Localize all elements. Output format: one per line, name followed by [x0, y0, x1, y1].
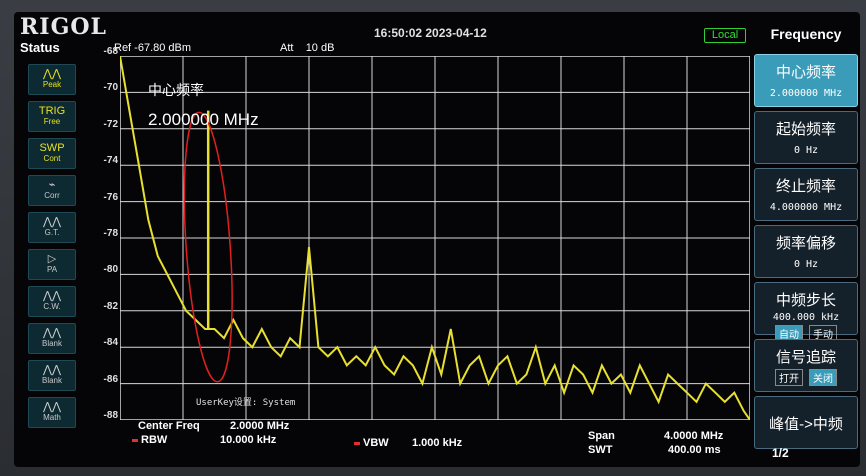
ref-level: Ref -67.80 dBm — [114, 42, 192, 54]
marker-name: 中心频率 — [148, 82, 204, 98]
vbw-value: 1.000 kHz — [412, 437, 463, 449]
userkey-label: UserKey设置: System — [196, 398, 296, 408]
trace-line — [120, 56, 750, 420]
menu-button-2[interactable]: 起始频率 0 Hz — [754, 111, 858, 164]
vbw-text: VBW — [363, 437, 389, 449]
menu-button-value: 2.000000 MHz — [769, 88, 843, 99]
marker-value: 2.000000 MHz — [148, 110, 259, 129]
menu-button-label: 信号追踪 — [775, 349, 836, 366]
menu-button-label: 中心频率 — [775, 64, 836, 81]
status-button-label: PA — [46, 265, 58, 274]
y-tick-label: -70 — [103, 82, 118, 94]
att-value: 10 dB — [305, 42, 335, 54]
att-label: Att — [280, 42, 294, 54]
menu-button-value: 0 Hz — [793, 259, 819, 270]
status-button-label: Free — [43, 117, 61, 126]
menu-button-5[interactable]: 中频步长 400.000 kHz 自动 手动 — [754, 282, 858, 342]
corr-icon: ⌁ — [48, 179, 56, 191]
vbw-label: VBW — [354, 437, 389, 449]
y-tick-label: -86 — [103, 373, 118, 385]
peak-icon: ⋀⋀ — [42, 68, 62, 80]
menu-button-label: 峰值->中频 — [769, 416, 843, 433]
status-button-pa[interactable]: ▷ PA — [28, 249, 76, 280]
y-tick-label: -76 — [103, 191, 118, 203]
span-label: Span — [588, 430, 615, 442]
menu-button-label: 起始频率 — [775, 121, 836, 138]
status-button-cw[interactable]: ⋀⋀ C.W. — [28, 286, 76, 317]
menu-page: 1/2 — [772, 446, 789, 460]
blank-icon: ⋀⋀ — [42, 364, 62, 376]
y-tick-label: -82 — [103, 300, 118, 312]
menu-button-4[interactable]: 频率偏移 0 Hz — [754, 225, 858, 278]
status-button-math[interactable]: ⋀⋀ Math — [28, 397, 76, 428]
menu-title: Frequency — [770, 26, 842, 42]
status-button-free[interactable]: TRIG Free — [28, 101, 76, 132]
clock: 16:50:02 2023-04-12 — [374, 26, 487, 40]
y-tick-label: -78 — [103, 228, 118, 239]
annotation-ellipse — [183, 111, 233, 383]
swt-value: 400.00 ms — [668, 444, 721, 456]
status-button-cont[interactable]: SWP Cont — [28, 138, 76, 169]
status-button-label: G.T. — [44, 228, 60, 237]
status-button-label: Cont — [43, 154, 61, 163]
center-freq-value: 2.0000 MHz — [230, 420, 290, 432]
y-tick-label: -74 — [103, 155, 118, 167]
y-tick-label: -88 — [103, 410, 118, 421]
y-axis-labels: -68 -70 -72 -74 -76 -78 -80 -82 -84 -86 -88 — [84, 46, 118, 426]
attenuation: Att 10 dB — [280, 42, 334, 54]
status-button-label: Blank — [41, 339, 62, 348]
cw-icon: ⋀⋀ — [42, 290, 62, 302]
span-value: 4.0000 MHz — [664, 430, 724, 442]
toggle-option-a[interactable]: 打开 — [775, 369, 803, 386]
brand-logo: RIGOL — [20, 14, 107, 40]
rbw-value: 10.000 kHz — [220, 434, 277, 446]
trig-icon: TRIG — [38, 105, 66, 117]
status-button-peak[interactable]: ⋀⋀ Peak — [28, 64, 76, 95]
menu-button-value: 400.000 kHz — [772, 312, 840, 323]
vbw-marker-icon — [354, 441, 360, 445]
menu-button-value: 4.000000 MHz — [769, 202, 843, 213]
status-button-label: Corr — [44, 191, 60, 200]
menu-button-label: 频率偏移 — [775, 235, 836, 252]
menu-button-label: 终止频率 — [775, 178, 836, 195]
status-button-label: Peak — [42, 80, 62, 89]
local-badge: Local — [704, 28, 746, 43]
swp-icon: SWP — [39, 142, 65, 154]
menu-button-3[interactable]: 终止频率 4.000000 MHz — [754, 168, 858, 221]
status-button-label: Math — [43, 413, 61, 422]
status-button-blank[interactable]: ⋀⋀ Blank — [28, 323, 76, 354]
analyzer-screen: RIGOL 16:50:02 2023-04-12 Local Status R… — [14, 12, 860, 467]
toggle-option-b[interactable]: 关闭 — [809, 369, 837, 386]
menu-button-label: 中频步长 — [775, 292, 836, 309]
y-tick-label: -72 — [103, 118, 118, 130]
menu-button-value: 0 Hz — [793, 145, 819, 156]
swt-label: SWT — [588, 444, 613, 456]
rbw-marker-icon — [132, 438, 138, 442]
status-title: Status — [20, 40, 60, 55]
status-button-blank[interactable]: ⋀⋀ Blank — [28, 360, 76, 391]
center-freq-label: Center Freq — [138, 420, 200, 432]
y-tick-label: -84 — [103, 337, 118, 349]
status-button-label: C.W. — [43, 302, 61, 311]
rbw-text: RBW — [141, 434, 168, 446]
math-icon: ⋀⋀ — [42, 401, 62, 413]
pa-icon: ▷ — [47, 253, 57, 265]
blank-icon: ⋀⋀ — [42, 327, 62, 339]
y-tick-label: -68 — [103, 46, 118, 57]
spectrum-plot — [120, 56, 750, 420]
menu-button-7[interactable]: 峰值->中频 — [754, 396, 858, 449]
gt-icon: ⋀⋀ — [42, 216, 62, 228]
y-tick-label: -80 — [103, 264, 118, 276]
menu-button-1[interactable]: 中心频率 2.000000 MHz — [754, 54, 858, 107]
rbw-label: RBW — [132, 434, 167, 446]
menu-button-6[interactable]: 信号追踪打开 关闭 — [754, 339, 858, 392]
status-button-label: Blank — [41, 376, 62, 385]
status-button-corr[interactable]: ⌁ Corr — [28, 175, 76, 206]
status-button-gt[interactable]: ⋀⋀ G.T. — [28, 212, 76, 243]
